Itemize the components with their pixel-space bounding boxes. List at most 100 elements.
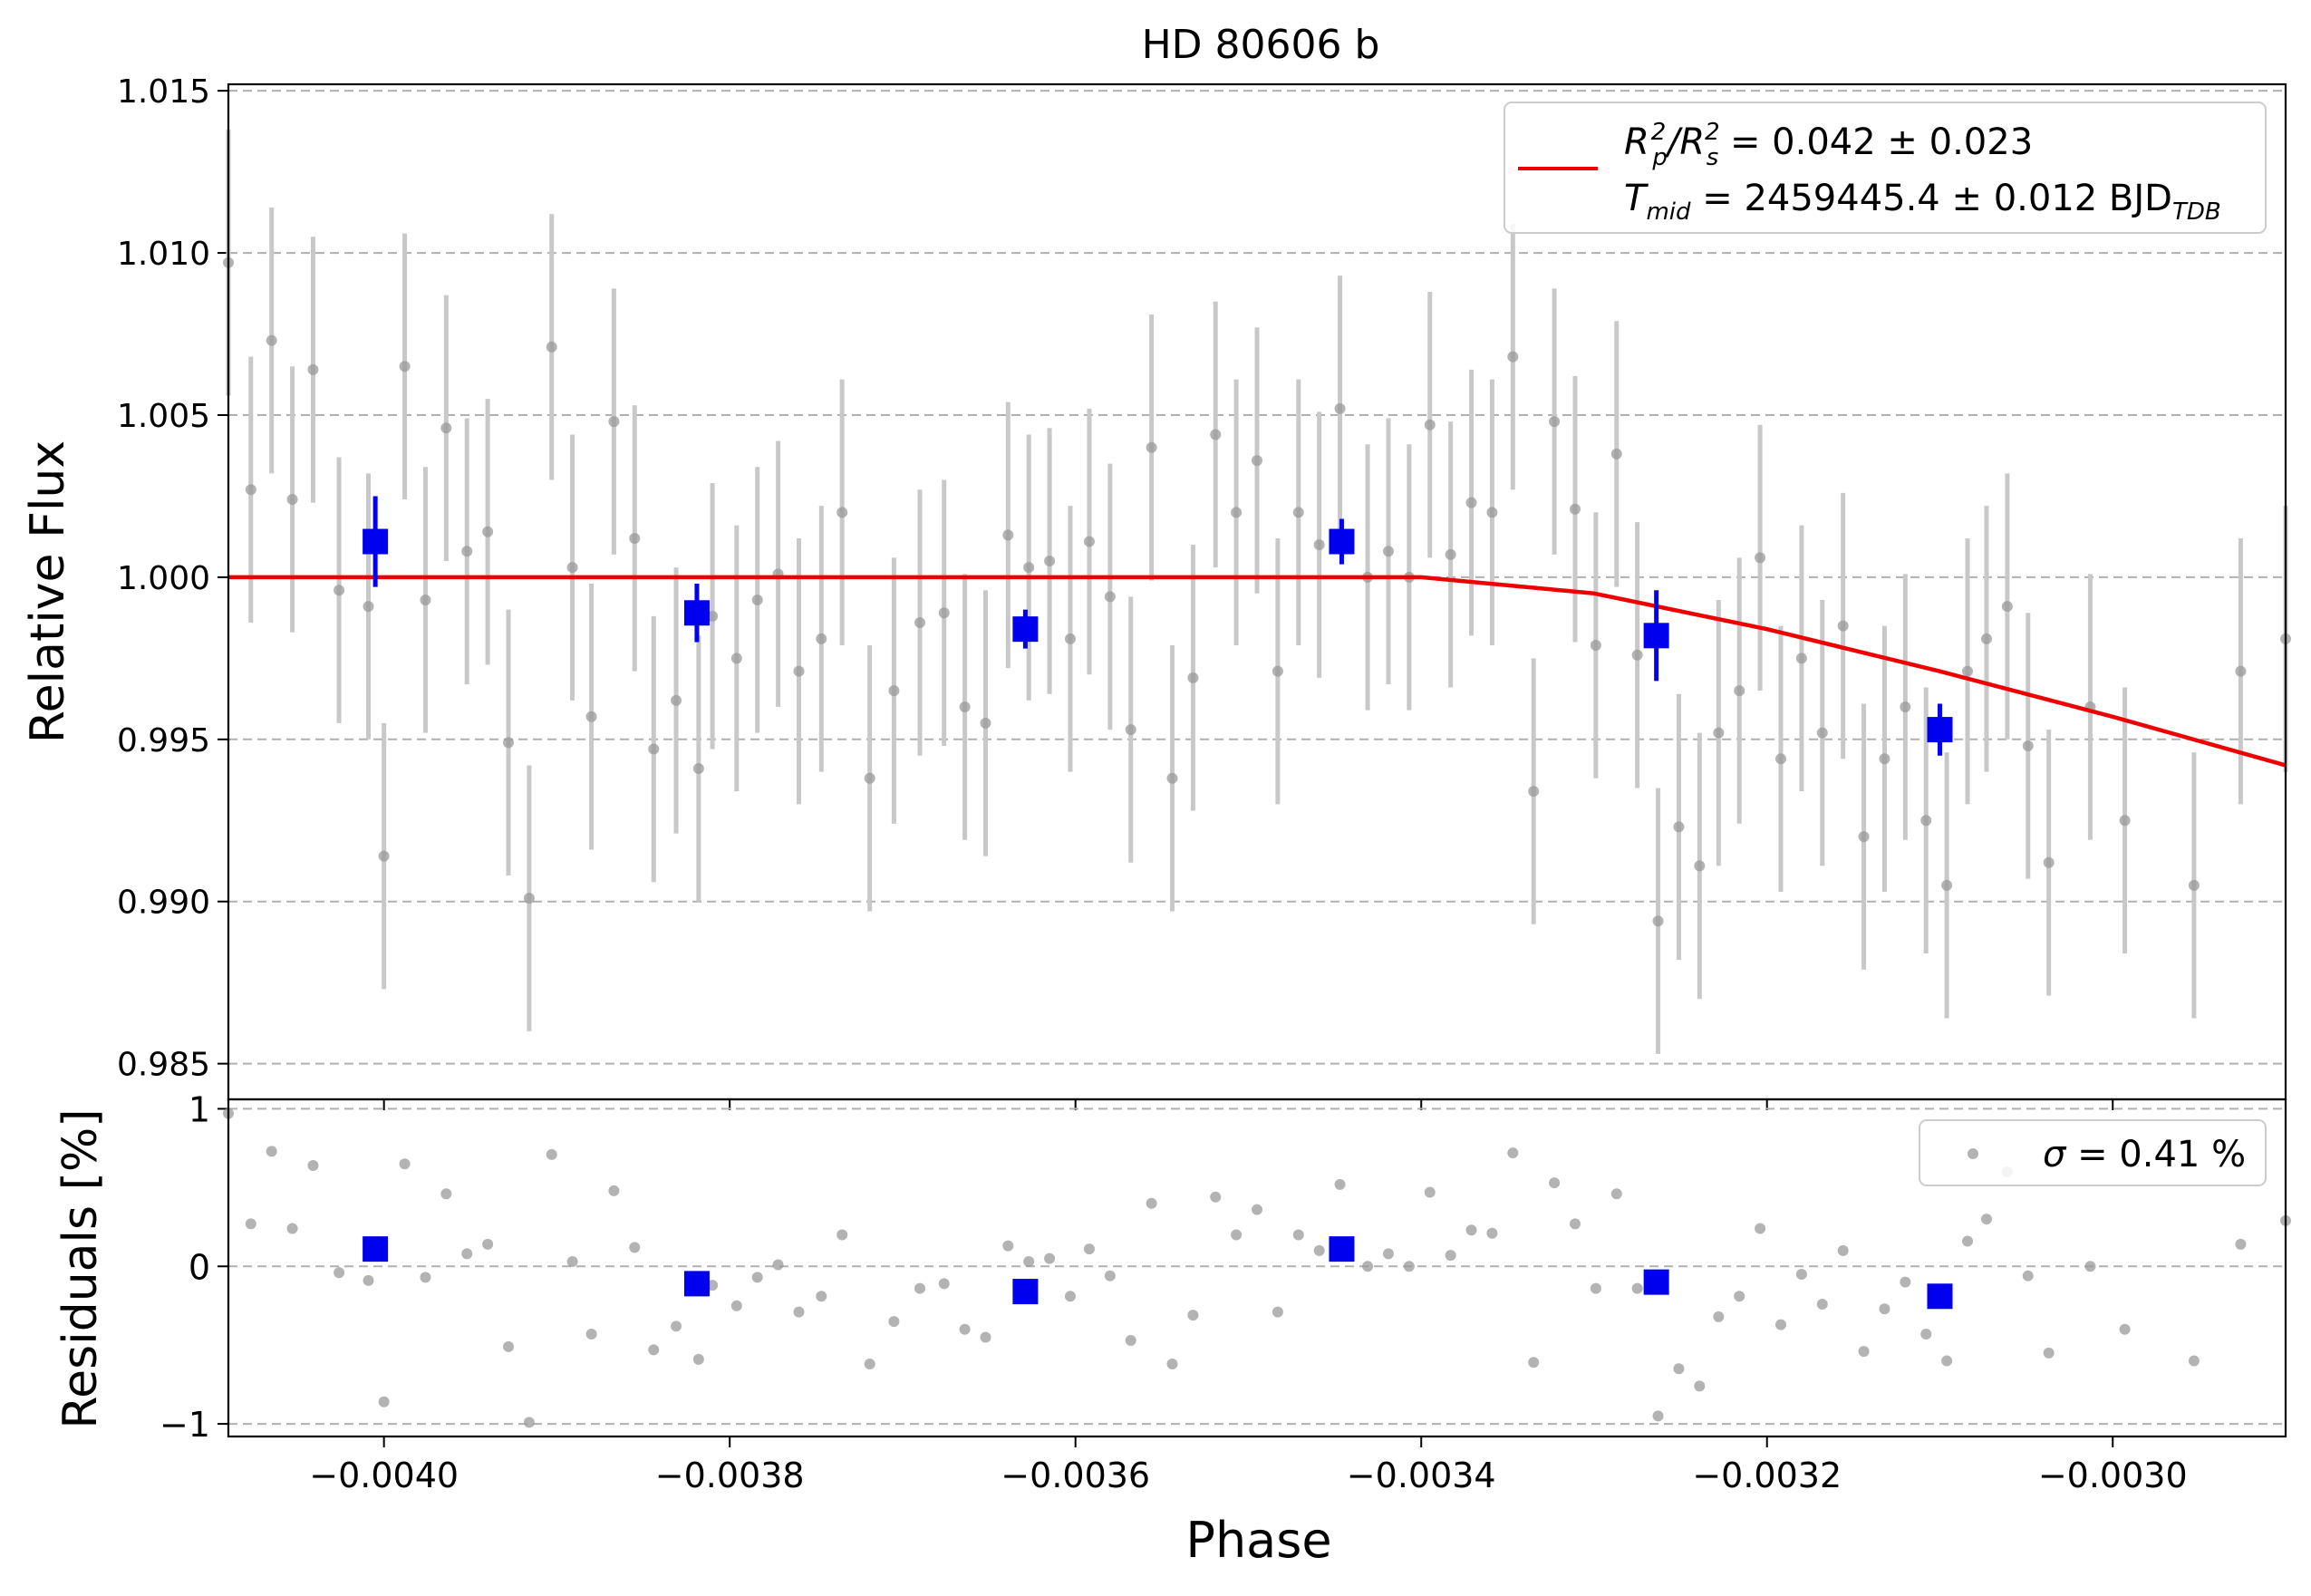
residual-point bbox=[793, 1306, 805, 1318]
residual-point bbox=[1507, 1147, 1519, 1159]
legend-sigma-label: σ = 0.41 % bbox=[2043, 1134, 2246, 1175]
residual-point bbox=[1713, 1311, 1725, 1322]
residual-point bbox=[1210, 1191, 1222, 1203]
data-point bbox=[1125, 724, 1136, 736]
res-ytick-label: −1 bbox=[160, 1405, 210, 1445]
binned-point bbox=[683, 600, 710, 626]
main-ytick-label: 1.015 bbox=[117, 73, 210, 111]
data-point bbox=[938, 607, 950, 619]
residual-point bbox=[420, 1272, 431, 1283]
residual-point bbox=[1187, 1310, 1199, 1321]
residual-point bbox=[1146, 1197, 1157, 1209]
res-xtick-label: −0.0030 bbox=[2038, 1456, 2188, 1495]
legend-tmid-label: Tmid = 2459445.4 ± 0.012 BJDTDB bbox=[1624, 178, 2221, 226]
data-point bbox=[1980, 633, 1992, 644]
residual-point bbox=[1231, 1229, 1243, 1241]
chart-title: HD 80606 b bbox=[1142, 22, 1380, 68]
residual-point bbox=[888, 1316, 900, 1328]
residual-point bbox=[608, 1185, 620, 1196]
residual-point bbox=[1694, 1380, 1706, 1392]
data-point bbox=[2235, 665, 2247, 677]
residual-point bbox=[1755, 1223, 1766, 1234]
data-point bbox=[245, 484, 256, 496]
data-point bbox=[1424, 419, 1436, 430]
data-point bbox=[1920, 815, 1932, 827]
residual-point bbox=[1858, 1346, 1870, 1358]
residual-point bbox=[2022, 1270, 2034, 1282]
data-point bbox=[566, 562, 578, 574]
residual-point bbox=[1362, 1261, 1374, 1272]
residual-point bbox=[836, 1229, 848, 1241]
residual-point bbox=[1980, 1214, 1992, 1225]
main-legend: R2 p/R2 s = 0.042 ± 0.023 Tmid = 2459445.4… bbox=[1504, 102, 2267, 234]
data-point bbox=[1313, 539, 1325, 551]
data-point bbox=[523, 893, 535, 904]
data-point bbox=[1713, 727, 1725, 739]
data-point bbox=[914, 616, 926, 628]
residual-point bbox=[1313, 1244, 1325, 1256]
residual-point bbox=[1774, 1319, 1786, 1330]
data-point bbox=[307, 363, 319, 375]
residual-point bbox=[523, 1417, 535, 1428]
data-point bbox=[440, 422, 452, 434]
residual-point bbox=[1962, 1235, 1974, 1247]
residual-point bbox=[1044, 1253, 1056, 1264]
residuals-panel: −1 0 1 −0.0040 −0.0038 −0.0036 −0.0034 −0.0032 −… bbox=[160, 1089, 2291, 1495]
residual-point bbox=[1734, 1291, 1745, 1302]
binned-residual-point bbox=[1643, 1269, 1669, 1295]
residual-point bbox=[1816, 1298, 1828, 1310]
residual-point bbox=[671, 1320, 682, 1332]
data-point bbox=[1064, 633, 1076, 644]
main-ytick-label: 1.005 bbox=[117, 398, 210, 435]
data-point bbox=[980, 717, 991, 729]
residual-point bbox=[959, 1323, 971, 1335]
residual-point bbox=[1879, 1303, 1890, 1315]
residual-point bbox=[1465, 1224, 1477, 1236]
residual-point bbox=[1252, 1204, 1262, 1215]
residual-point bbox=[461, 1248, 473, 1260]
data-point bbox=[378, 850, 390, 862]
binned-point bbox=[1927, 717, 1953, 743]
residual-point bbox=[482, 1238, 494, 1250]
data-point bbox=[1879, 753, 1890, 765]
residual-point bbox=[1652, 1410, 1664, 1422]
data-point bbox=[1900, 701, 1911, 713]
data-point bbox=[1002, 529, 1014, 541]
data-point bbox=[1569, 503, 1581, 515]
data-point bbox=[1858, 831, 1870, 843]
data-point bbox=[2043, 856, 2055, 868]
data-point bbox=[1231, 507, 1243, 518]
residual-point bbox=[503, 1340, 515, 1352]
transit-model-line bbox=[228, 575, 2287, 768]
data-point bbox=[836, 507, 848, 518]
residual-point bbox=[1900, 1276, 1911, 1288]
residual-point bbox=[1125, 1334, 1136, 1346]
residual-point bbox=[1941, 1355, 1953, 1367]
residual-point bbox=[1334, 1178, 1346, 1190]
data-point bbox=[482, 526, 494, 537]
data-point bbox=[1673, 821, 1685, 833]
y-axis-label-main: Relative Flux bbox=[21, 440, 75, 743]
data-point bbox=[671, 694, 682, 706]
res-xtick-label: −0.0036 bbox=[1001, 1456, 1150, 1495]
data-point bbox=[1334, 402, 1346, 414]
res-ytick-label: 0 bbox=[189, 1247, 210, 1287]
data-point bbox=[1465, 497, 1477, 508]
residual-point bbox=[1631, 1282, 1643, 1294]
data-point bbox=[461, 546, 473, 557]
data-point bbox=[888, 685, 900, 697]
data-point bbox=[1292, 507, 1304, 518]
binned-residual-point bbox=[1012, 1279, 1039, 1305]
residual-point bbox=[1549, 1177, 1561, 1189]
residual-point bbox=[1837, 1244, 1849, 1256]
data-point bbox=[608, 416, 620, 428]
data-point bbox=[1382, 546, 1394, 557]
data-point bbox=[2119, 815, 2131, 827]
res-xtick-label: −0.0040 bbox=[309, 1456, 459, 1495]
residual-point bbox=[2043, 1347, 2055, 1359]
residual-point bbox=[914, 1282, 926, 1294]
data-point bbox=[1507, 351, 1519, 363]
data-point bbox=[1755, 552, 1766, 564]
residual-point bbox=[440, 1188, 452, 1200]
binned-point bbox=[1643, 623, 1669, 649]
